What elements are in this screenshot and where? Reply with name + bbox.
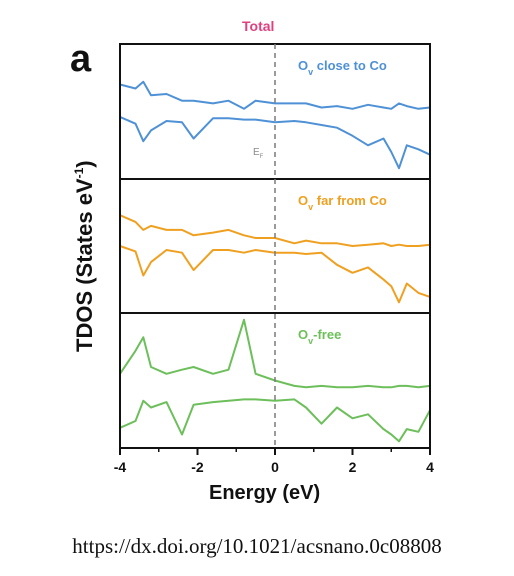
panel-label-3: Ov-free — [298, 327, 341, 346]
x-axis-label: Energy (eV) — [209, 482, 321, 504]
dos-line-panel1-series1 — [119, 80, 431, 110]
source-citation: https://dx.doi.org/10.1021/acsnano.0c088… — [72, 534, 442, 558]
x-tick-label-2: 0 — [271, 459, 279, 475]
x-tick-label-1: -2 — [191, 459, 204, 475]
x-tick-label-4: 4 — [426, 459, 434, 475]
x-tick-label-3: 2 — [349, 459, 357, 475]
panel-label-2: Ov far from Co — [298, 193, 387, 212]
fermi-label: EF — [253, 147, 264, 160]
panel-letter: a — [70, 38, 92, 80]
dos-line-panel3-series1 — [119, 318, 431, 389]
x-tick-label-0: -4 — [114, 459, 127, 475]
figure-title: Total — [242, 18, 275, 34]
dos-line-panel2-series2 — [119, 245, 431, 304]
panel-label-1: Ov close to Co — [298, 58, 387, 77]
dos-line-panel3-series2 — [119, 398, 431, 443]
dos-line-panel1-series2 — [119, 115, 431, 170]
dos-line-panel2-series1 — [119, 214, 431, 247]
